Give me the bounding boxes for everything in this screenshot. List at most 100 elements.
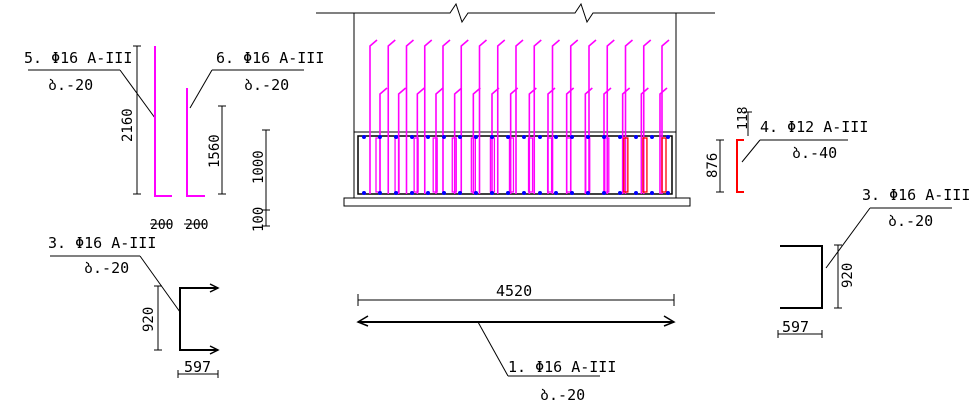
dim-1000: 1000 — [251, 150, 267, 184]
tall-starter-bar — [369, 39, 378, 194]
bar-3-right-detail — [777, 207, 952, 338]
short-starter-bar — [640, 87, 649, 194]
tall-starter-bar — [588, 39, 597, 194]
tall-starter-bar — [642, 39, 652, 194]
longitudinal-bar-bottom — [442, 191, 446, 195]
longitudinal-bar-top — [522, 135, 526, 139]
longitudinal-bar-top — [410, 135, 414, 139]
stirrup — [508, 137, 515, 193]
stirrup — [394, 137, 400, 193]
longitudinal-bar-top — [426, 135, 430, 139]
bar-1-detail — [357, 294, 675, 377]
tall-starter-bar — [606, 39, 615, 194]
longitudinal-bar-top — [602, 135, 606, 139]
short-starter-bar — [659, 87, 668, 194]
longitudinal-bar-bottom — [410, 191, 414, 195]
bar-6-shape — [186, 88, 205, 197]
longitudinal-bar-bottom — [666, 191, 670, 195]
longitudinal-bar-bottom — [538, 191, 542, 195]
longitudinal-bar-top — [458, 135, 462, 139]
dim-100: 100 — [251, 207, 267, 232]
dim-4520: 4520 — [496, 282, 532, 300]
longitudinal-bar-bottom — [618, 191, 622, 195]
longitudinal-bar-top — [490, 135, 494, 139]
bar-3-left-hook-bottom — [209, 345, 220, 355]
bar-1-hook-right — [663, 315, 676, 327]
longitudinal-bar-bottom — [490, 191, 494, 195]
short-starter-bar — [453, 87, 463, 194]
short-starter-bar — [416, 87, 425, 194]
bar-3-left-hook-top — [209, 283, 220, 293]
longitudinal-bar-bottom — [458, 191, 462, 195]
stirrup — [432, 137, 438, 193]
dim-200-b: 200 — [185, 218, 208, 233]
bar-4-detail — [716, 111, 848, 193]
longitudinal-bar-bottom — [506, 191, 510, 195]
longitudinal-bar-bottom — [378, 191, 382, 195]
longitudinal-bar-top — [538, 135, 542, 139]
bar-4-title: 4. Φ12 A-III — [760, 118, 868, 136]
tall-starter-bar — [624, 39, 634, 194]
short-starter-bar — [621, 87, 631, 194]
bar-5-detail — [28, 45, 172, 225]
bar-3-right-sub: ბ.-20 — [888, 212, 933, 230]
longitudinal-bar-bottom — [362, 191, 366, 195]
longitudinal-bar-top — [442, 135, 446, 139]
bar-1-sub: ბ.-20 — [540, 386, 585, 404]
longitudinal-bar-top — [634, 135, 638, 139]
bar-3-right-title: 3. Φ16 A-III — [862, 186, 970, 204]
longitudinal-bar-bottom — [474, 191, 478, 195]
longitudinal-bar-bottom — [426, 191, 430, 195]
bar-3-left-shape — [179, 287, 218, 351]
longitudinal-bar-bottom — [586, 191, 590, 195]
dim-920-left: 920 — [141, 307, 157, 332]
stirrup — [375, 137, 381, 193]
short-starter-bar — [509, 87, 519, 194]
stirrup — [470, 137, 476, 193]
bar-5-title: 5. Φ16 A-III — [24, 49, 132, 67]
longitudinal-bar-bottom — [394, 191, 398, 195]
short-starter-bar — [528, 87, 537, 194]
stirrup — [585, 137, 591, 193]
tall-starter-bar — [387, 39, 396, 194]
longitudinal-bar-top — [618, 135, 622, 139]
tall-starter-bar — [533, 39, 542, 194]
stirrup — [527, 137, 534, 193]
stirrup — [413, 137, 419, 193]
stirrup — [623, 137, 629, 193]
longitudinal-bar-top — [378, 135, 382, 139]
longitudinal-bar-bottom — [522, 191, 526, 195]
dim-597-left: 597 — [184, 358, 211, 376]
short-starter-bar — [491, 87, 500, 194]
short-starter-bar — [603, 87, 612, 194]
tall-starter-bar — [569, 39, 579, 194]
stirrup — [451, 137, 457, 193]
section-bars — [362, 39, 670, 195]
longitudinal-bar-bottom — [602, 191, 606, 195]
stirrup — [642, 137, 648, 193]
longitudinal-bar-top — [650, 135, 654, 139]
short-starter-bar — [379, 87, 388, 194]
longitudinal-bar-bottom — [570, 191, 574, 195]
tall-starter-bar — [460, 39, 469, 194]
longitudinal-bar-top — [506, 135, 510, 139]
bar-6-title: 6. Φ16 A-III — [216, 49, 324, 67]
bar-5-sub: ბ.-20 — [48, 76, 93, 94]
tall-starter-bar — [442, 39, 451, 194]
tall-starter-bar — [478, 39, 488, 194]
tall-starter-bar — [496, 39, 506, 194]
dim-597-right: 597 — [782, 318, 809, 336]
bar-3-left-detail — [50, 255, 219, 378]
longitudinal-bar-top — [474, 135, 478, 139]
longitudinal-bar-top — [362, 135, 366, 139]
stirrup — [604, 137, 610, 193]
dim-920-right: 920 — [840, 263, 856, 288]
dim-1560: 1560 — [207, 134, 223, 168]
longitudinal-bar-top — [554, 135, 558, 139]
dim-1000-line — [262, 129, 270, 227]
longitudinal-bar-bottom — [650, 191, 654, 195]
bar-3-right-shape — [780, 245, 823, 309]
bar-3-left-sub: ბ.-20 — [84, 259, 129, 277]
longitudinal-bar-bottom — [634, 191, 638, 195]
